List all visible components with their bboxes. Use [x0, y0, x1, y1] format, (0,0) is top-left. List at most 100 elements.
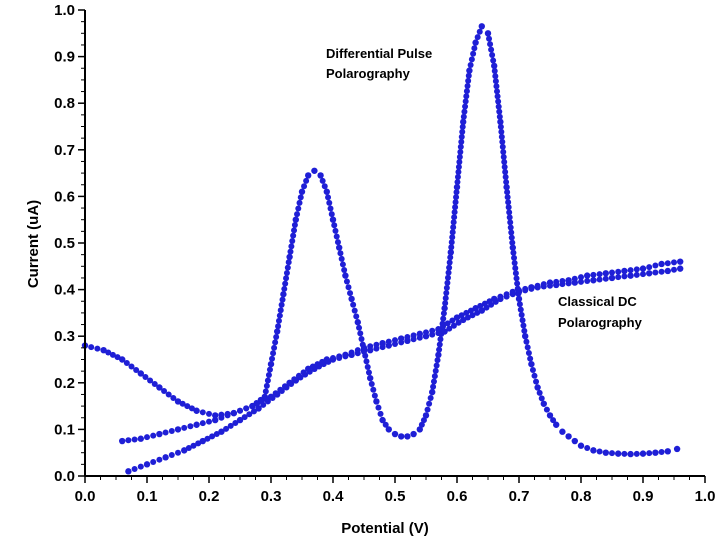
data-points-layer [81, 23, 684, 475]
data-point-interp [133, 366, 140, 373]
data-point [230, 409, 237, 417]
data-point-interp [658, 449, 665, 456]
data-point-interp [454, 179, 461, 186]
data-point-interp [289, 238, 296, 245]
data-point [453, 314, 461, 321]
data-point [559, 428, 566, 435]
data-point-interp [168, 427, 175, 434]
data-point-interp [332, 227, 339, 234]
data-point-interp [371, 392, 378, 399]
data-point-interp [446, 325, 453, 332]
data-point [658, 260, 665, 268]
data-point-interp [538, 395, 545, 402]
data-point-interp [463, 93, 470, 100]
data-point [484, 30, 492, 37]
dc-annotation-line-1: Classical DC [558, 294, 637, 309]
data-point-interp [168, 452, 175, 459]
data-point-interp [343, 278, 350, 285]
data-point-interp [337, 250, 344, 257]
data-point-interp [500, 148, 507, 155]
data-point-interp [462, 98, 469, 105]
data-point-interp [497, 293, 504, 300]
data-point-interp [452, 199, 459, 206]
y-tick-label: 0.0 [54, 468, 75, 485]
data-point-interp [363, 358, 370, 365]
data-point-interp [455, 319, 462, 326]
data-point [379, 416, 386, 424]
data-point-interp [464, 314, 471, 321]
data-point-interp [512, 270, 519, 277]
data-point-interp [495, 103, 502, 110]
data-point-interp [481, 300, 488, 307]
data-point-interp [420, 417, 427, 424]
data-point-interp [258, 398, 265, 405]
data-point-interp [250, 408, 257, 415]
data-point-interp [516, 301, 523, 308]
data-point-interp [199, 420, 206, 427]
data-point [509, 288, 516, 296]
data-point-interp [444, 320, 451, 327]
data-point-interp [531, 372, 538, 379]
x-tick-label: 0.2 [199, 488, 220, 505]
data-point-interp [281, 383, 288, 390]
data-point-interp [522, 285, 529, 292]
data-point-interp [277, 386, 284, 393]
data-point-interp [534, 282, 541, 289]
x-tick-label: 0.9 [633, 488, 654, 505]
data-point-interp [325, 194, 332, 201]
data-point-interp [633, 266, 640, 273]
data-point [398, 433, 405, 440]
data-point [639, 265, 647, 272]
data-point [267, 393, 275, 400]
data-point-interp [498, 128, 505, 135]
data-point [621, 267, 628, 275]
data-point [429, 388, 436, 396]
data-point-interp [457, 143, 464, 150]
data-point [435, 326, 442, 333]
data-point [174, 426, 182, 433]
data-point-interp [392, 337, 398, 344]
data-point-interp [448, 239, 455, 246]
data-point-interp [443, 284, 450, 291]
data-point-interp [319, 177, 326, 184]
data-point [212, 412, 219, 419]
data-point [218, 428, 225, 435]
data-point-interp [455, 164, 462, 171]
x-tick-label: 0.0 [75, 488, 96, 505]
data-point-interp [290, 232, 297, 239]
data-point-interp [367, 343, 374, 350]
data-point-interp [464, 82, 471, 89]
data-point [193, 407, 200, 414]
data-point [410, 430, 417, 438]
data-point-interp [596, 276, 603, 283]
data-point-interp [451, 209, 458, 216]
data-point-interp [279, 296, 286, 303]
data-point-interp [423, 329, 429, 336]
data-point-interp [185, 445, 192, 452]
data-point-interp [227, 422, 234, 429]
data-point [385, 426, 392, 433]
data-point-interp [209, 433, 216, 440]
y-tick-label: 0.1 [54, 421, 75, 438]
data-point-interp [348, 349, 355, 356]
data-point-interp [277, 307, 284, 314]
data-point-interp [410, 332, 417, 339]
data-point-interp [246, 411, 253, 418]
data-point-interp [487, 41, 494, 48]
data-point [348, 295, 355, 303]
data-point-interp [488, 46, 495, 53]
data-point-interp [454, 174, 461, 181]
data-point-interp [262, 388, 269, 395]
data-point-interp [131, 466, 138, 473]
data-point-interp [492, 78, 499, 85]
x-axis-title: Potential (V) [341, 520, 429, 537]
data-point [540, 400, 547, 407]
data-point-interp [590, 271, 597, 278]
data-point-interp [460, 113, 467, 120]
data-point-interp [291, 376, 298, 383]
data-point-interp [330, 354, 336, 361]
data-point-interp [553, 278, 560, 285]
data-point [528, 284, 535, 291]
data-point [305, 172, 312, 179]
data-point-interp [385, 338, 392, 345]
